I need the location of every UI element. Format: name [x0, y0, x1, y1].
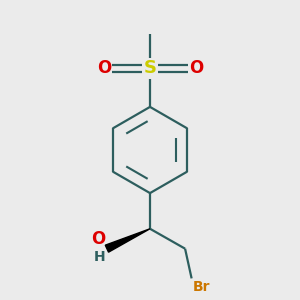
Text: S: S — [143, 59, 157, 77]
Text: O: O — [189, 59, 203, 77]
Polygon shape — [105, 229, 150, 252]
Text: O: O — [97, 59, 111, 77]
Text: O: O — [91, 230, 105, 248]
Text: Br: Br — [193, 280, 211, 294]
Text: H: H — [94, 250, 105, 264]
